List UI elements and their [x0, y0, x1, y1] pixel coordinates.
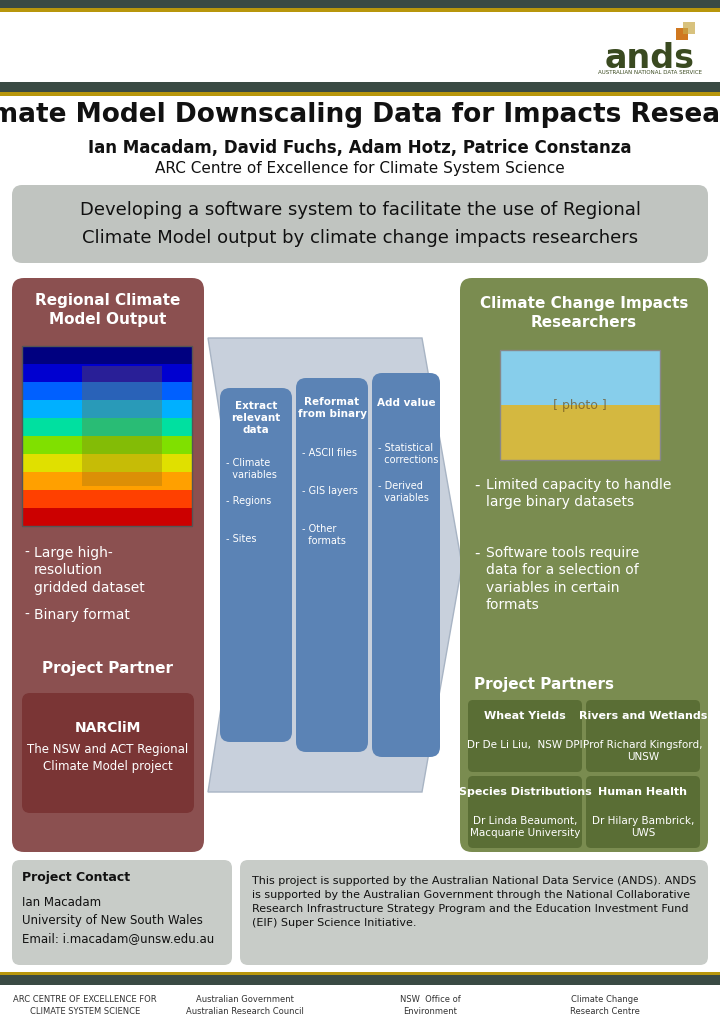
- Text: ARC Centre of Excellence for Climate System Science: ARC Centre of Excellence for Climate Sys…: [155, 161, 565, 176]
- Bar: [683, 22, 695, 34]
- Bar: [676, 28, 688, 40]
- Text: Ian Macadam, David Fuchs, Adam Hotz, Patrice Constanza: Ian Macadam, David Fuchs, Adam Hotz, Pat…: [89, 139, 631, 157]
- Text: Dr De Li Liu,  NSW DPI: Dr De Li Liu, NSW DPI: [467, 740, 582, 750]
- Text: ARC CENTRE OF EXCELLENCE FOR
CLIMATE SYSTEM SCIENCE: ARC CENTRE OF EXCELLENCE FOR CLIMATE SYS…: [13, 995, 157, 1017]
- Text: Binary format: Binary format: [34, 608, 130, 622]
- Text: Project Contact: Project Contact: [22, 872, 130, 885]
- Text: Wheat Yields: Wheat Yields: [484, 711, 566, 721]
- Bar: [22, 436, 192, 455]
- Text: Limited capacity to handle
large binary datasets: Limited capacity to handle large binary …: [486, 478, 671, 510]
- Text: - Regions: - Regions: [226, 496, 271, 506]
- Text: - Sites: - Sites: [226, 534, 256, 544]
- Text: -: -: [474, 478, 480, 493]
- Text: NSW  Office of
Environment
& Heritage: NSW Office of Environment & Heritage: [400, 995, 460, 1017]
- Bar: [22, 508, 192, 527]
- Text: AUSTRALIAN NATIONAL DATA SERVICE: AUSTRALIAN NATIONAL DATA SERVICE: [598, 70, 702, 75]
- Text: - Climate
  variables: - Climate variables: [226, 458, 277, 480]
- FancyBboxPatch shape: [372, 373, 440, 757]
- Text: Rivers and Wetlands: Rivers and Wetlands: [579, 711, 707, 721]
- Text: - GIS layers: - GIS layers: [302, 486, 358, 496]
- Text: Climate Model output by climate change impacts researchers: Climate Model output by climate change i…: [82, 229, 638, 247]
- Bar: [22, 364, 192, 383]
- Text: Large high-
resolution
gridded dataset: Large high- resolution gridded dataset: [34, 546, 145, 595]
- FancyBboxPatch shape: [12, 185, 708, 263]
- Text: This project is supported by the Australian National Data Service (ANDS). ANDS
i: This project is supported by the Austral…: [252, 876, 696, 928]
- Text: Climate Change
Research Centre: Climate Change Research Centre: [570, 995, 640, 1017]
- Text: - Statistical
  corrections: - Statistical corrections: [378, 443, 438, 465]
- FancyBboxPatch shape: [12, 860, 232, 965]
- Bar: [22, 490, 192, 508]
- Text: Ian Macadam
University of New South Wales
Email: i.macadam@unsw.edu.au: Ian Macadam University of New South Wale…: [22, 896, 215, 945]
- Text: ands: ands: [605, 42, 695, 74]
- Text: - Other
  formats: - Other formats: [302, 524, 346, 545]
- Text: Project Partners: Project Partners: [474, 676, 614, 692]
- Bar: [22, 400, 192, 419]
- Bar: [22, 346, 192, 365]
- Bar: [22, 382, 192, 401]
- Text: Prof Richard Kingsford,
UNSW: Prof Richard Kingsford, UNSW: [583, 740, 703, 763]
- Bar: [500, 350, 660, 460]
- Text: [ photo ]: [ photo ]: [553, 399, 607, 412]
- Text: NARCliM: NARCliM: [75, 721, 141, 735]
- Bar: [0, 0, 720, 8]
- FancyBboxPatch shape: [586, 700, 700, 772]
- FancyBboxPatch shape: [468, 700, 582, 772]
- Bar: [0, 82, 720, 92]
- Bar: [0, 975, 720, 985]
- Text: Software tools require
data for a selection of
variables in certain
formats: Software tools require data for a select…: [486, 546, 639, 612]
- Bar: [500, 350, 660, 405]
- Text: Regional Climate
Model Output: Regional Climate Model Output: [35, 293, 181, 327]
- Text: Species Distributions: Species Distributions: [459, 787, 591, 797]
- Polygon shape: [208, 338, 462, 792]
- Text: Dr Linda Beaumont,
Macquarie University: Dr Linda Beaumont, Macquarie University: [470, 816, 580, 838]
- Bar: [82, 366, 162, 486]
- Bar: [683, 22, 695, 34]
- FancyBboxPatch shape: [240, 860, 708, 965]
- Text: - ASCII files: - ASCII files: [302, 448, 357, 458]
- Text: Project Partner: Project Partner: [42, 660, 174, 675]
- Bar: [500, 350, 660, 460]
- Bar: [0, 972, 720, 975]
- Text: Human Health: Human Health: [598, 787, 688, 797]
- Bar: [0, 8, 720, 12]
- Text: Add value: Add value: [377, 398, 436, 408]
- FancyBboxPatch shape: [220, 388, 292, 742]
- Bar: [0, 92, 720, 96]
- Text: Developing a software system to facilitate the use of Regional: Developing a software system to facilita…: [79, 201, 641, 219]
- Text: Reformat
from binary: Reformat from binary: [297, 398, 366, 419]
- FancyBboxPatch shape: [22, 693, 194, 813]
- FancyBboxPatch shape: [460, 278, 708, 852]
- Bar: [22, 454, 192, 473]
- FancyBboxPatch shape: [296, 378, 368, 752]
- Text: Australian Government
Australian Research Council: Australian Government Australian Researc…: [186, 995, 304, 1017]
- Bar: [500, 405, 660, 460]
- FancyBboxPatch shape: [468, 776, 582, 848]
- FancyBboxPatch shape: [12, 278, 204, 852]
- Text: The NSW and ACT Regional
Climate Model project: The NSW and ACT Regional Climate Model p…: [27, 743, 189, 773]
- Bar: [22, 346, 192, 526]
- Text: Climate Change Impacts
Researchers: Climate Change Impacts Researchers: [480, 296, 688, 331]
- Text: -: -: [24, 546, 29, 560]
- Text: -: -: [24, 608, 29, 622]
- Text: -: -: [474, 546, 480, 561]
- Bar: [22, 418, 192, 437]
- Text: Extract
relevant
data: Extract relevant data: [231, 402, 281, 434]
- Text: Climate Model Downscaling Data for Impacts Research: Climate Model Downscaling Data for Impac…: [0, 102, 720, 128]
- Bar: [22, 472, 192, 491]
- FancyBboxPatch shape: [586, 776, 700, 848]
- Text: - Derived
  variables: - Derived variables: [378, 481, 429, 502]
- Text: Dr Hilary Bambrick,
UWS: Dr Hilary Bambrick, UWS: [592, 816, 694, 838]
